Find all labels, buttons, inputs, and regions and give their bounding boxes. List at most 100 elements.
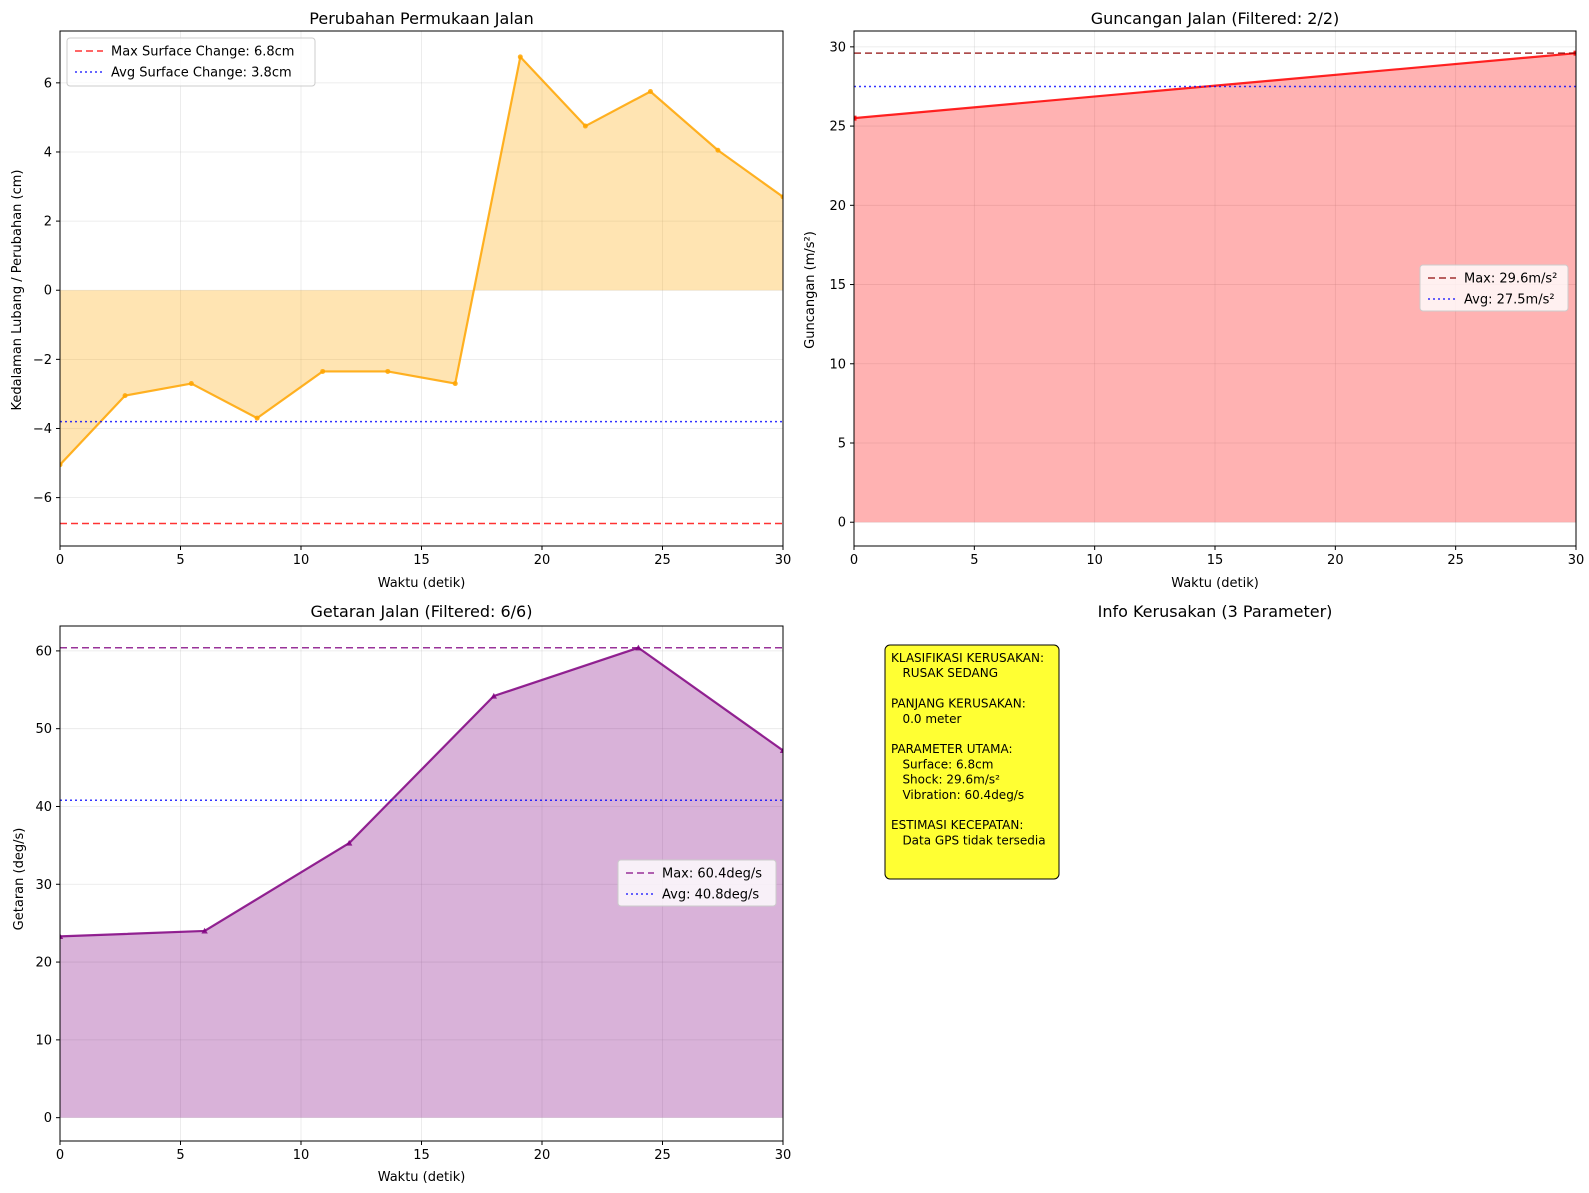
y-axis-label: Guncangan (m/s²) xyxy=(803,231,818,349)
y-tick-label: 0 xyxy=(44,284,52,299)
plot-area xyxy=(60,626,783,1141)
info-box xyxy=(884,644,1060,880)
y-tick-label: −6 xyxy=(33,491,52,506)
x-tick-label: 20 xyxy=(534,553,551,568)
data-point xyxy=(60,933,64,939)
x-tick-label: 25 xyxy=(1447,553,1464,568)
info-line: KLASIFIKASI KERUSAKAN: xyxy=(891,651,1044,665)
data-point xyxy=(517,54,523,60)
x-axis-label: Waktu (detik) xyxy=(378,576,466,591)
legend-frame xyxy=(66,37,316,87)
x-tick-label: 15 xyxy=(1207,553,1224,568)
data-point xyxy=(320,368,326,374)
info-line: Shock: 29.6m/s² xyxy=(891,773,1000,787)
y-tick-label: 10 xyxy=(35,1033,52,1048)
legend-entry-label: Max: 60.4deg/s xyxy=(662,867,762,882)
data-point xyxy=(188,381,194,387)
x-axis-label: Waktu (detik) xyxy=(1171,576,1259,591)
legend: Max Surface Change: 6.8cm Avg Surface Cha… xyxy=(66,37,316,87)
legend-frame xyxy=(1419,264,1569,312)
y-tick-label: 10 xyxy=(829,357,846,372)
x-tick-label: 15 xyxy=(413,1148,430,1163)
chart-title: Perubahan Permukaan Jalan xyxy=(309,9,533,28)
data-point xyxy=(490,692,497,699)
info-line: PARAMETER UTAMA: xyxy=(891,742,1013,756)
legend-entry-label: Avg Surface Change: 3.8cm xyxy=(111,66,292,81)
x-tick-label: 10 xyxy=(1086,553,1103,568)
data-point xyxy=(779,747,783,754)
data-point xyxy=(647,88,653,94)
y-tick-label: 0 xyxy=(838,516,846,531)
x-tick-label: 20 xyxy=(1327,553,1344,568)
y-tick-label: −4 xyxy=(33,422,52,437)
y-tick-label: 15 xyxy=(829,278,846,293)
data-point xyxy=(254,415,260,421)
plot-area xyxy=(60,31,783,546)
y-tick-label: 60 xyxy=(35,644,52,659)
series-fill xyxy=(854,53,1576,523)
x-tick-label: 5 xyxy=(970,553,978,568)
x-axis-label: Waktu (detik) xyxy=(378,1170,466,1185)
y-tick-label: 20 xyxy=(829,199,846,214)
x-tick-label: 25 xyxy=(654,553,671,568)
y-tick-label: 4 xyxy=(44,145,52,160)
x-tick-label: 10 xyxy=(293,553,310,568)
y-tick-label: 40 xyxy=(35,800,52,815)
series-line xyxy=(854,52,1576,120)
y-tick-label: 30 xyxy=(829,40,846,55)
info-line: Surface: 6.8cm xyxy=(891,757,993,771)
x-tick-label: 15 xyxy=(413,553,430,568)
data-point xyxy=(122,393,128,399)
x-tick-label: 5 xyxy=(176,1148,184,1163)
info-line: ESTIMASI KECEPATAN: xyxy=(891,818,1023,832)
info-line: RUSAK SEDANG xyxy=(891,666,998,680)
y-tick-label: 2 xyxy=(44,215,52,230)
legend-entry-label: Max: 29.6m/s² xyxy=(1464,272,1557,287)
data-point xyxy=(854,115,857,121)
data-point xyxy=(715,147,721,153)
series-line xyxy=(60,55,783,466)
plot-area xyxy=(854,31,1576,546)
info-panel-title: Info Kerusakan (3 Parameter) xyxy=(1098,602,1333,621)
info-line: PANJANG KERUSAKAN: xyxy=(891,697,1026,711)
legend-entry-label: Avg: 27.5m/s² xyxy=(1464,293,1555,308)
shock-chart: Guncangan Jalan (Filtered: 2/2) Waktu (d… xyxy=(803,9,1584,591)
y-tick-label: 6 xyxy=(44,76,52,91)
legend: Max: 60.4deg/s Avg: 40.8deg/s xyxy=(617,859,777,907)
y-axis-label: Getaran (deg/s) xyxy=(12,828,27,931)
legend-entry-label: Avg: 40.8deg/s xyxy=(662,888,759,903)
chart-title: Guncangan Jalan (Filtered: 2/2) xyxy=(1091,9,1340,28)
data-point xyxy=(60,462,63,468)
x-tick-label: 0 xyxy=(56,553,64,568)
data-point xyxy=(385,368,391,374)
chart-title: Getaran Jalan (Filtered: 6/6) xyxy=(311,602,533,621)
data-point xyxy=(780,194,783,200)
vibration-chart: Getaran Jalan (Filtered: 6/6) Waktu (det… xyxy=(12,602,791,1185)
data-point xyxy=(452,381,458,387)
info-line: 0.0 meter xyxy=(891,712,962,726)
surface-change-chart: Perubahan Permukaan Jalan Waktu (detik) … xyxy=(10,9,791,591)
y-tick-label: 50 xyxy=(35,722,52,737)
x-tick-label: 25 xyxy=(654,1148,671,1163)
series-fill xyxy=(60,647,783,1118)
y-tick-label: 30 xyxy=(35,878,52,893)
x-tick-label: 10 xyxy=(293,1148,310,1163)
y-tick-label: 20 xyxy=(35,956,52,971)
y-tick-label: 0 xyxy=(44,1111,52,1126)
legend: Max: 29.6m/s² Avg: 27.5m/s² xyxy=(1419,264,1569,312)
damage-info-panel: Info Kerusakan (3 Parameter) KLASIFIKASI… xyxy=(884,602,1333,880)
data-point xyxy=(582,123,588,129)
data-point xyxy=(346,839,353,846)
y-tick-label: 25 xyxy=(829,120,846,135)
x-tick-label: 20 xyxy=(534,1148,551,1163)
y-axis-label: Kedalaman Lubang / Perubahan (cm) xyxy=(10,170,25,411)
x-tick-label: 5 xyxy=(176,553,184,568)
x-tick-label: 30 xyxy=(775,553,792,568)
y-tick-label: 5 xyxy=(838,437,846,452)
x-tick-label: 0 xyxy=(56,1148,64,1163)
info-line: Data GPS tidak tersedia xyxy=(891,833,1046,847)
series-line xyxy=(60,646,783,938)
data-point xyxy=(201,927,208,934)
